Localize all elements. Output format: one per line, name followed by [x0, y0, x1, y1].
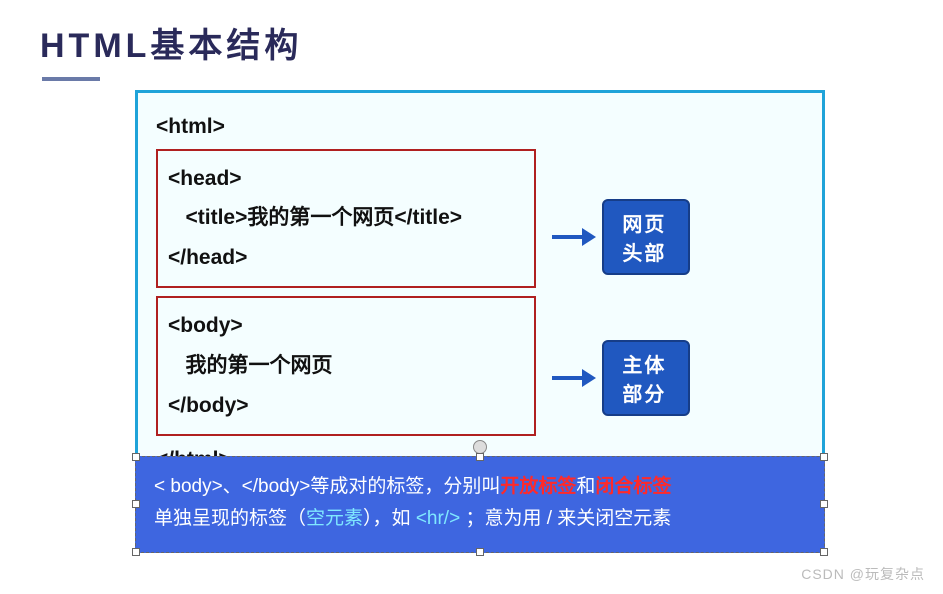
note-highlight-open-tag: 开放标签: [500, 476, 576, 497]
code-body-content: 我的第一个网页: [168, 346, 524, 386]
arrow-body-label: 主体部分: [552, 340, 690, 416]
badge-head: 网页头部: [602, 199, 690, 275]
code-open-html: <html>: [156, 111, 804, 143]
note-box[interactable]: < body>、</body>等成对的标签，分别叫开放标签和闭合标签 单独呈现的…: [135, 456, 825, 553]
note-text: 单独呈现的标签（: [154, 508, 306, 529]
note-highlight-empty-elem: 空元素: [306, 508, 363, 529]
selection-handle-icon[interactable]: [132, 453, 140, 461]
arrow-head-icon: [582, 228, 596, 246]
note-highlight-close-tag: 闭合标签: [595, 476, 671, 497]
html-outer-box: <html> <head> <title>我的第一个网页</title> </h…: [135, 90, 825, 492]
badge-body: 主体部分: [602, 340, 690, 416]
arrow-line: [552, 235, 582, 239]
note-container: < body>、</body>等成对的标签，分别叫开放标签和闭合标签 单独呈现的…: [135, 440, 825, 553]
note-text: ；意为用 / 来关闭空元素: [460, 508, 671, 529]
selection-handle-icon[interactable]: [820, 548, 828, 556]
note-line-1: < body>、</body>等成对的标签，分别叫开放标签和闭合标签: [154, 471, 806, 503]
note-text: ），如: [363, 508, 416, 529]
code-title-line: <title>我的第一个网页</title>: [168, 198, 524, 238]
watermark: CSDN @玩复杂点: [801, 564, 925, 584]
code-open-body: <body>: [168, 306, 524, 346]
title-underline: [42, 77, 100, 81]
selection-handle-icon[interactable]: [820, 453, 828, 461]
code-close-body: </body>: [168, 386, 524, 426]
head-block: <head> <title>我的第一个网页</title> </head> 网页…: [156, 149, 536, 289]
header: HTML基本结构: [0, 0, 943, 81]
selection-handle-icon[interactable]: [476, 453, 484, 461]
note-rotate-handle-icon[interactable]: [473, 440, 487, 454]
selection-handle-icon[interactable]: [132, 500, 140, 508]
page-title: HTML基本结构: [40, 18, 943, 67]
arrow-head-label: 网页头部: [552, 199, 690, 275]
note-line-2: 单独呈现的标签（空元素），如 <hr/> ；意为用 / 来关闭空元素: [154, 503, 806, 535]
note-text: < body>、</body>等成对的标签，分别叫: [154, 476, 500, 497]
structure-diagram: <html> <head> <title>我的第一个网页</title> </h…: [135, 90, 825, 492]
note-text: 和: [576, 476, 595, 497]
selection-handle-icon[interactable]: [476, 548, 484, 556]
note-highlight-hr: <hr/>: [416, 508, 460, 529]
body-block: <body> 我的第一个网页 </body> 主体部分: [156, 296, 536, 436]
selection-handle-icon[interactable]: [132, 548, 140, 556]
selection-handle-icon[interactable]: [820, 500, 828, 508]
code-open-head: <head>: [168, 159, 524, 199]
code-close-head: </head>: [168, 238, 524, 278]
arrow-head-icon: [582, 369, 596, 387]
arrow-line: [552, 376, 582, 380]
